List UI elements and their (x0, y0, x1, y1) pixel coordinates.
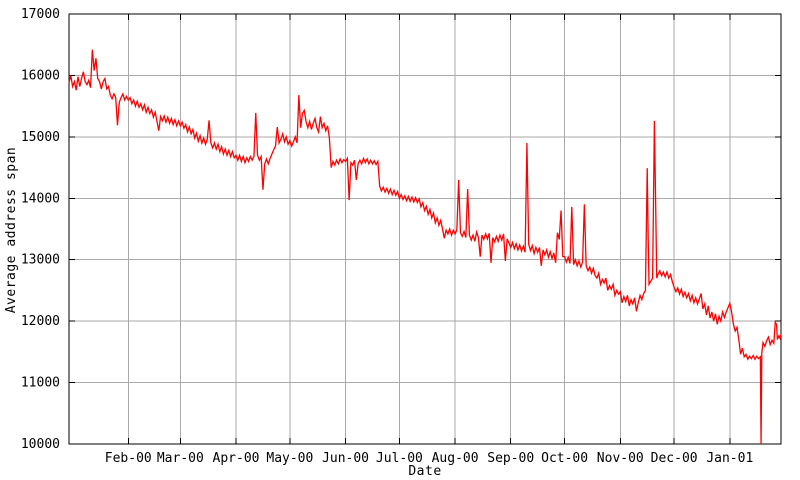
x-tick-label: Jul-00 (376, 451, 423, 466)
x-axis-title: Date (408, 464, 442, 479)
x-tick-label: Oct-00 (541, 451, 588, 466)
y-tick-label: 14000 (21, 191, 60, 206)
y-tick-label: 13000 (21, 253, 60, 268)
x-tick-label: Feb-00 (105, 451, 152, 466)
x-tick-label: Aug-00 (432, 451, 479, 466)
y-tick-label: 11000 (21, 376, 60, 391)
x-tick-label: Dec-00 (651, 451, 698, 466)
plot-border (68, 13, 782, 445)
y-axis-title: Average address span (4, 146, 19, 314)
x-tick-label: Mar-00 (157, 451, 204, 466)
x-tick-label: Nov-00 (597, 451, 644, 466)
y-tick-label: 16000 (21, 68, 60, 83)
y-tick-label: 17000 (21, 7, 60, 22)
y-tick-label: 10000 (21, 437, 60, 452)
x-tick-label: Jan-01 (706, 451, 753, 466)
x-tick-label: Jun-00 (322, 451, 369, 466)
data-series-line (68, 49, 782, 445)
x-tick-label: May-00 (266, 451, 313, 466)
x-tick-label: Apr-00 (213, 451, 260, 466)
y-tick-label: 12000 (21, 314, 60, 329)
y-tick-label: 15000 (21, 130, 60, 145)
x-tick-label: Sep-00 (487, 451, 534, 466)
